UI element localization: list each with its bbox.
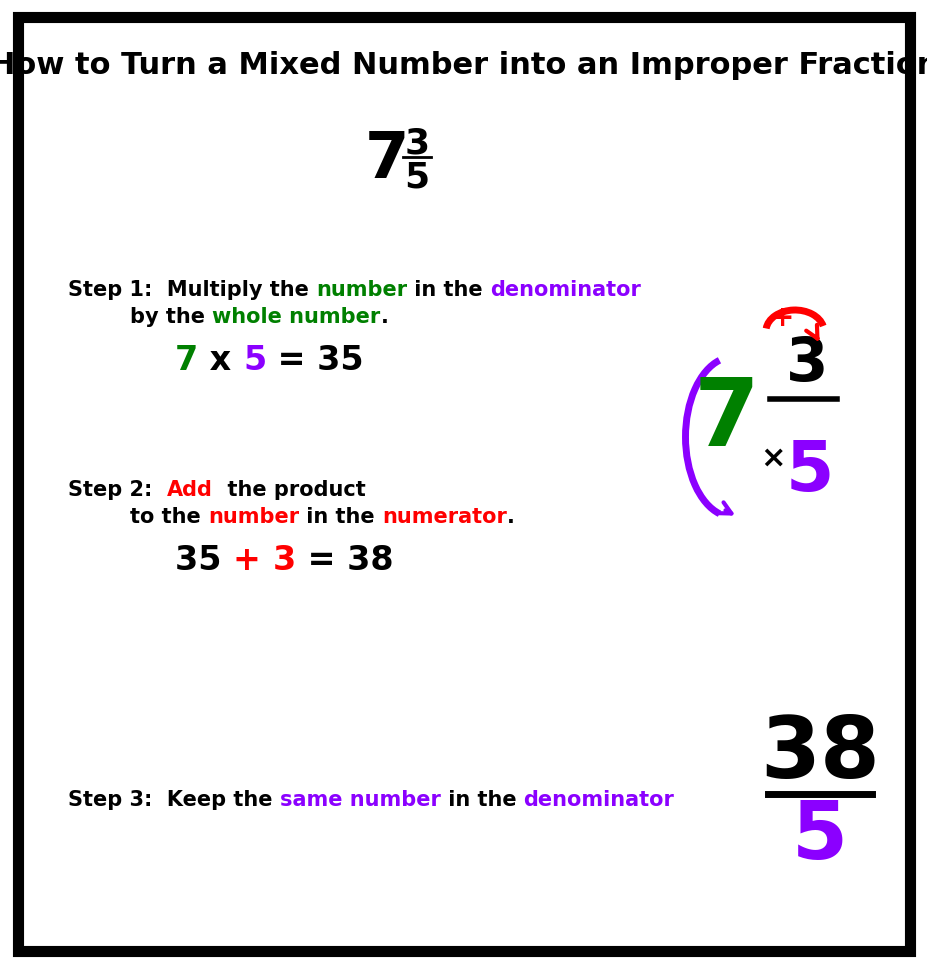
Text: How to Turn a Mixed Number into an Improper Fraction: How to Turn a Mixed Number into an Impro… <box>0 50 927 79</box>
Text: ×: × <box>759 443 785 472</box>
Text: same number: same number <box>279 789 440 809</box>
Text: 7: 7 <box>175 343 198 376</box>
Text: by the: by the <box>130 306 212 327</box>
Text: 5: 5 <box>404 160 429 194</box>
Text: 3: 3 <box>404 126 429 160</box>
Text: in the: in the <box>440 789 523 809</box>
Text: in the: in the <box>298 507 382 526</box>
Text: number: number <box>316 280 407 299</box>
Text: to the: to the <box>130 507 208 526</box>
Text: = 35: = 35 <box>266 343 363 376</box>
Text: 3: 3 <box>785 335 828 394</box>
Text: 5: 5 <box>243 343 266 376</box>
Text: in the: in the <box>407 280 489 299</box>
Text: 7: 7 <box>364 129 409 191</box>
Text: 3: 3 <box>273 543 296 576</box>
Text: Add: Add <box>167 480 212 499</box>
Text: 35: 35 <box>175 543 233 576</box>
Text: Step 2:: Step 2: <box>68 480 167 499</box>
Text: 7: 7 <box>693 374 759 465</box>
Text: the product: the product <box>212 480 365 499</box>
Text: = 38: = 38 <box>296 543 393 576</box>
Text: whole number: whole number <box>212 306 380 327</box>
Text: +: + <box>233 543 273 576</box>
Text: x: x <box>198 343 243 376</box>
Text: Step 1:  Multiply the: Step 1: Multiply the <box>68 280 316 299</box>
Text: 5: 5 <box>791 797 847 875</box>
Text: Step 3:  Keep the: Step 3: Keep the <box>68 789 279 809</box>
Text: 38: 38 <box>759 713 879 796</box>
Text: numerator: numerator <box>382 507 506 526</box>
Text: .: . <box>506 507 514 526</box>
Text: denominator: denominator <box>523 789 674 809</box>
Text: number: number <box>208 507 298 526</box>
Text: denominator: denominator <box>489 280 641 299</box>
Text: 5: 5 <box>785 438 833 505</box>
Text: .: . <box>380 306 388 327</box>
Text: +: + <box>770 303 794 331</box>
